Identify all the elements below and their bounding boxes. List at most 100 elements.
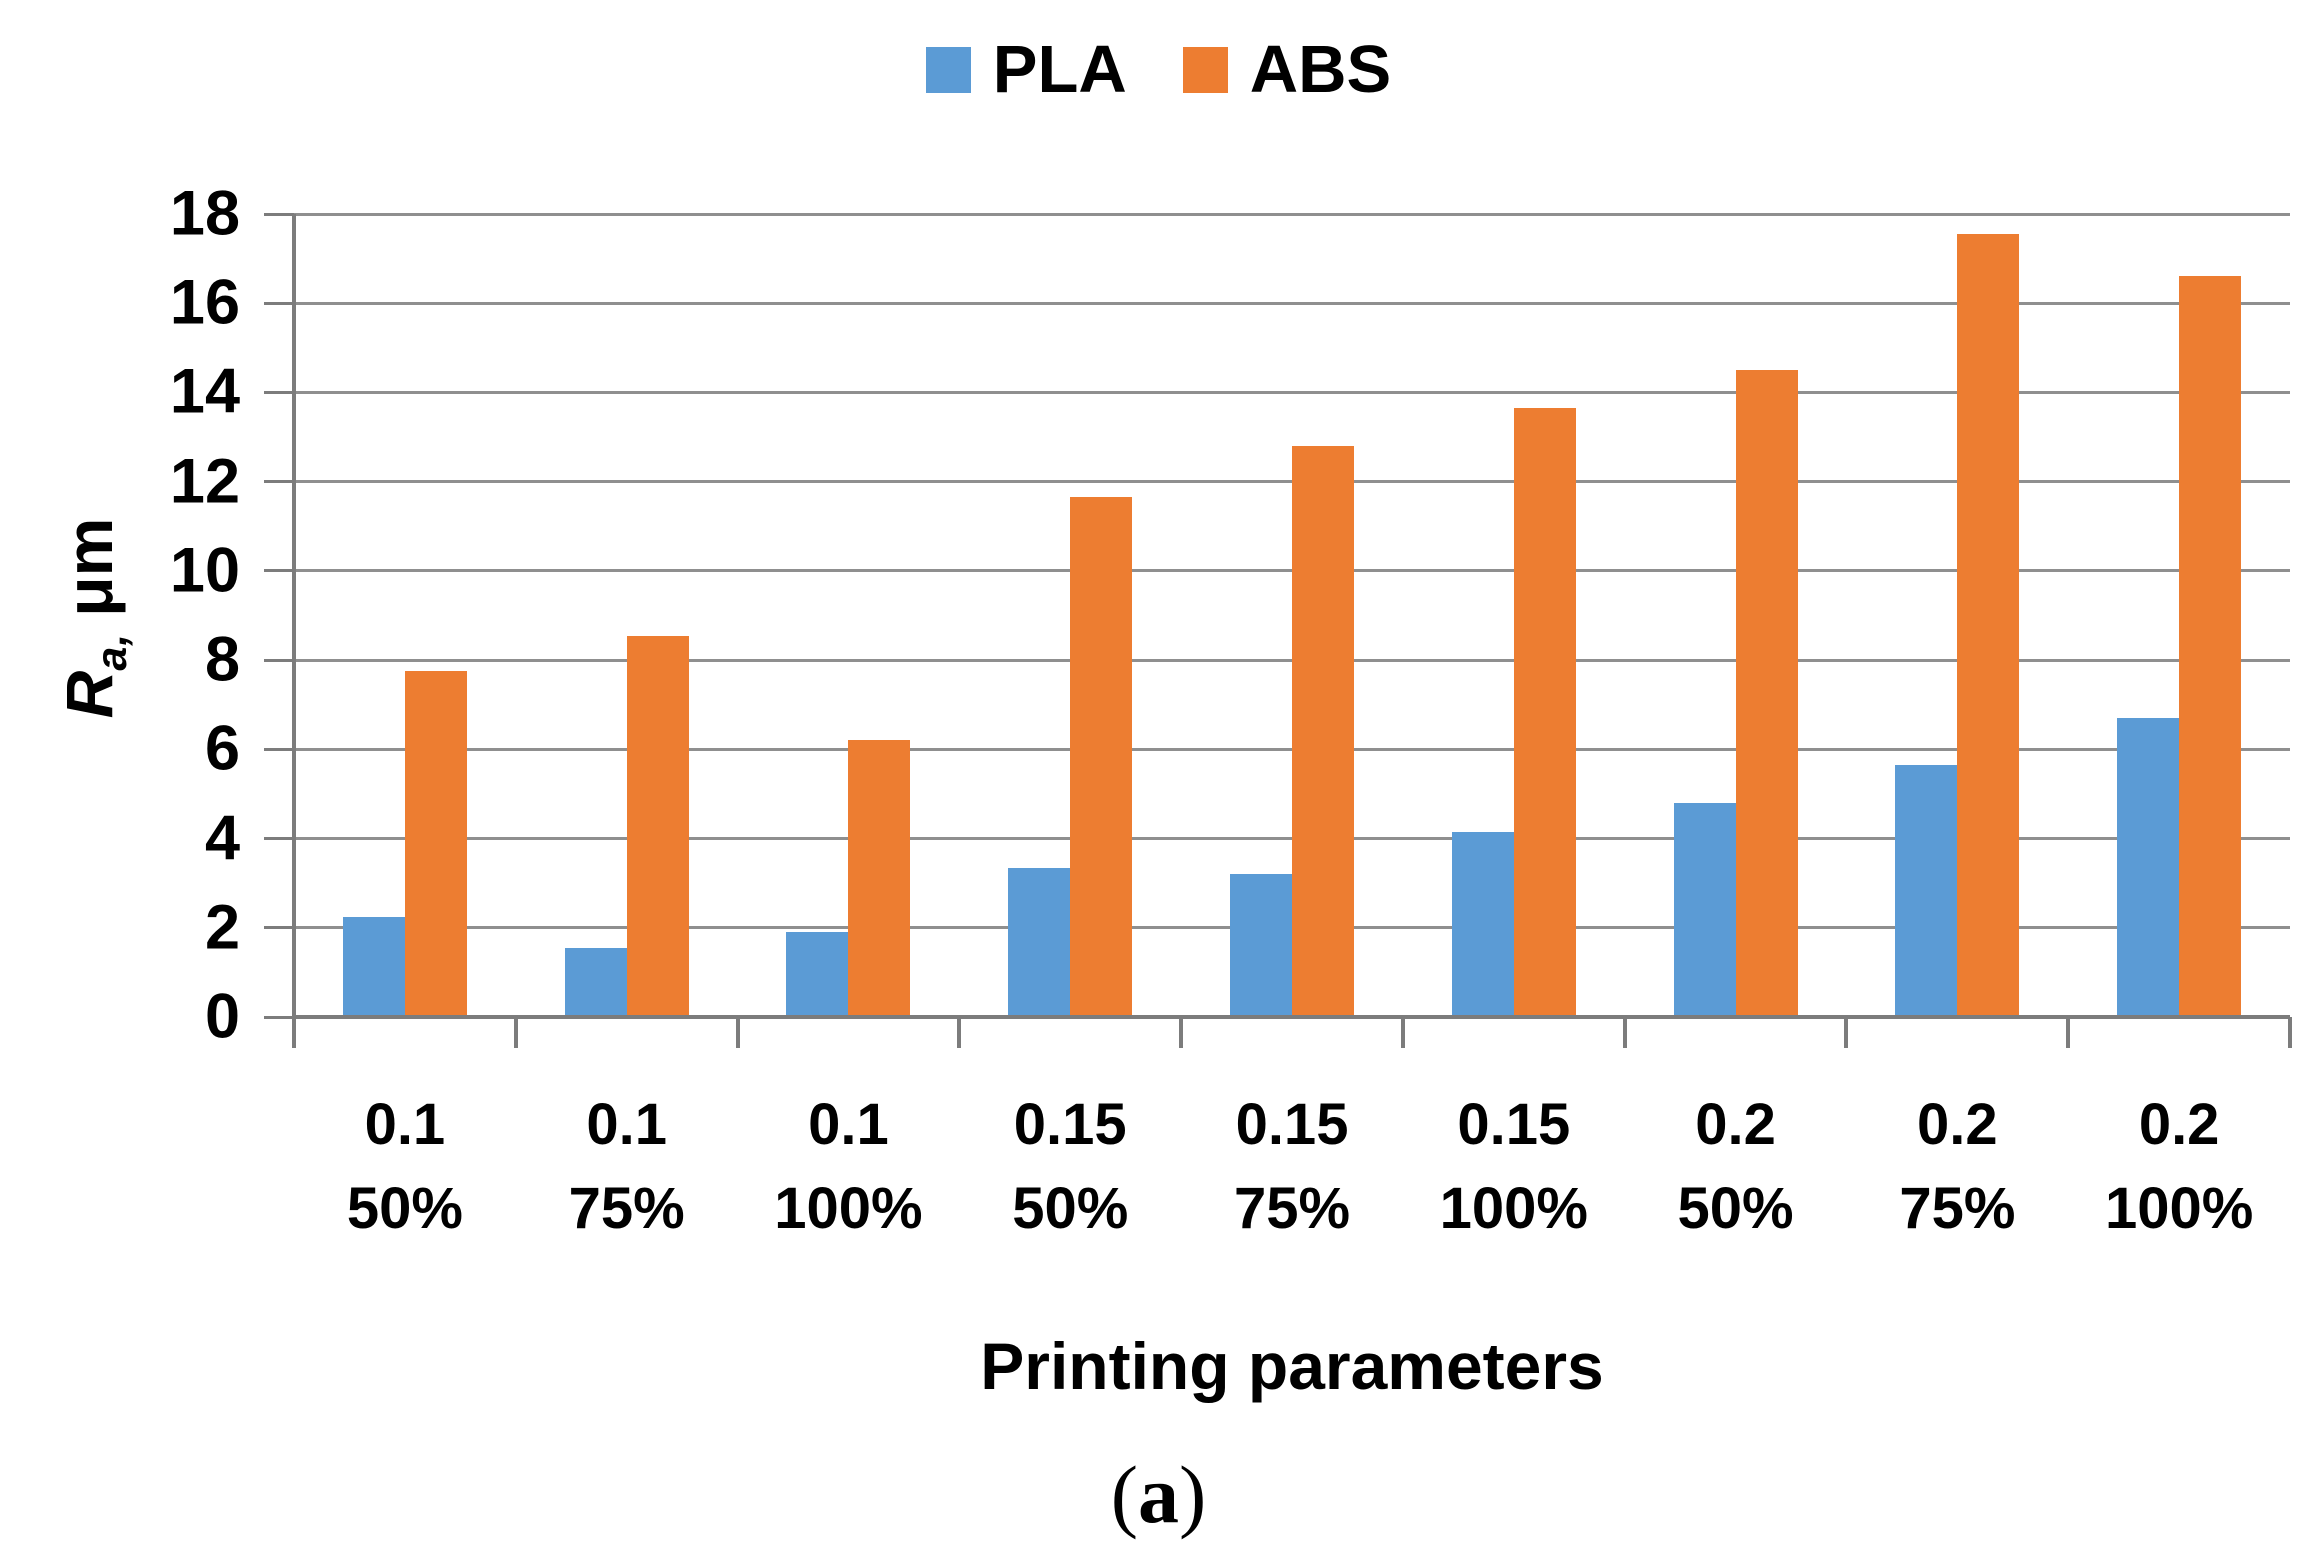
y-tick-label: 18 xyxy=(169,178,240,249)
bar-abs-3 xyxy=(848,740,911,1017)
layer-height-label: 0.1 xyxy=(808,1092,889,1157)
category-group-0.2-50% xyxy=(1625,214,1847,1017)
layer-height-label: 0.15 xyxy=(1457,1092,1571,1157)
y-tick-label: 14 xyxy=(169,356,240,427)
category-group-0.15-50% xyxy=(959,214,1181,1017)
bar-abs-9 xyxy=(2179,276,2242,1017)
bar-abs-6 xyxy=(1513,408,1576,1017)
y-tick-mark xyxy=(264,301,294,305)
x-axis-line xyxy=(294,1015,2290,1019)
y-tick-label: 0 xyxy=(204,981,240,1052)
legend-label: ABS xyxy=(1249,32,1392,107)
category-group-0.15-100% xyxy=(1403,214,1625,1017)
x-tick-mark xyxy=(1622,1017,1627,1048)
x-tick-mark xyxy=(2066,1017,2071,1048)
y-tick-label: 2 xyxy=(204,892,240,963)
legend-item-abs: ABS xyxy=(1182,32,1392,107)
category-group-0.1-50% xyxy=(294,214,516,1017)
layer-height-label: 0.1 xyxy=(586,1092,667,1157)
gridline-y-8 xyxy=(294,658,2290,662)
x-category-label: 0.15 75% xyxy=(1181,1083,1403,1251)
infill-label: 75% xyxy=(568,1176,685,1241)
y-tick-label: 16 xyxy=(169,267,240,338)
layer-height-label: 0.15 xyxy=(1235,1092,1349,1157)
gridline-y-10 xyxy=(294,569,2290,573)
x-tick-mark xyxy=(735,1017,740,1048)
abs-swatch-icon xyxy=(1182,46,1228,93)
caption-paren-open: ( xyxy=(1110,1449,1138,1540)
bar-abs-2 xyxy=(626,635,689,1017)
gridline-y-4 xyxy=(294,837,2290,841)
infill-label: 100% xyxy=(774,1176,923,1241)
x-category-label: 0.15 100% xyxy=(1403,1083,1625,1251)
bars-region xyxy=(294,214,2290,1017)
x-tick-mark xyxy=(1179,1017,1184,1048)
y-tick-label: 12 xyxy=(169,446,240,517)
infill-label: 75% xyxy=(1233,1176,1351,1241)
y-tick-label: 4 xyxy=(204,803,240,874)
layer-height-label: 0.2 xyxy=(1695,1092,1776,1157)
bar-abs-4 xyxy=(1070,497,1133,1017)
x-category-label: 0.1 75% xyxy=(516,1083,738,1251)
pla-swatch-icon xyxy=(925,46,971,93)
bar-pla-8 xyxy=(1895,764,1958,1017)
category-group-0.15-75% xyxy=(1181,214,1403,1017)
infill-label: 100% xyxy=(2104,1176,2254,1241)
y-tick-mark xyxy=(264,212,294,216)
infill-label: 50% xyxy=(1012,1176,1129,1241)
category-group-0.2-100% xyxy=(2068,214,2290,1017)
legend-label: PLA xyxy=(992,32,1127,107)
legend: PLA ABS xyxy=(0,36,2317,103)
bar-pla-3 xyxy=(786,932,849,1017)
y-tick-mark xyxy=(264,1015,294,1019)
y-tick-mark xyxy=(264,747,294,751)
bar-pla-7 xyxy=(1673,802,1736,1017)
x-axis-tick-labels: 0.1 50% 0.1 75% 0.1 100% 0.15 50% 0.15 75% 0.15 100… xyxy=(294,1083,2290,1251)
y-tick-label: 8 xyxy=(204,624,240,695)
x-tick-mark xyxy=(513,1017,518,1048)
caption-letter: a xyxy=(1138,1449,1179,1540)
figure-caption: (a) xyxy=(0,1448,2317,1542)
x-category-label: 0.1 50% xyxy=(294,1083,516,1251)
plot-area xyxy=(264,212,2292,1048)
infill-label: 100% xyxy=(1439,1176,1588,1241)
bar-pla-1 xyxy=(342,916,405,1017)
category-group-0.2-75% xyxy=(1846,214,2068,1017)
x-tick-mark xyxy=(957,1017,962,1048)
bar-abs-8 xyxy=(1957,234,2020,1017)
bar-abs-7 xyxy=(1735,370,1798,1017)
y-tick-label: 10 xyxy=(169,535,240,606)
infill-label: 50% xyxy=(346,1176,463,1241)
y-tick-mark xyxy=(264,569,294,573)
layer-height-label: 0.2 xyxy=(2138,1092,2220,1157)
y-tick-mark xyxy=(264,926,294,930)
y-tick-mark xyxy=(264,658,294,662)
layer-height-label: 0.2 xyxy=(1917,1092,1998,1157)
x-axis-title: Printing parameters xyxy=(980,1329,1604,1403)
x-tick-mark xyxy=(1844,1017,1849,1048)
bar-pla-6 xyxy=(1451,831,1514,1017)
category-group-0.1-75% xyxy=(516,214,738,1017)
x-category-label: 0.2 50% xyxy=(1625,1083,1847,1251)
x-category-label: 0.2 100% xyxy=(2068,1083,2290,1251)
y-tick-mark xyxy=(264,390,294,394)
x-tick-mark xyxy=(1400,1017,1405,1048)
y-tick-mark xyxy=(264,837,294,841)
category-group-0.1-100% xyxy=(738,214,960,1017)
bar-pla-4 xyxy=(1008,867,1071,1017)
gridline-y-14 xyxy=(294,390,2290,394)
layer-height-label: 0.1 xyxy=(364,1092,446,1157)
infill-label: 50% xyxy=(1677,1176,1794,1241)
y-axis-line xyxy=(292,214,296,1046)
gridline-y-12 xyxy=(294,480,2290,484)
gridline-y-16 xyxy=(294,301,2290,305)
bar-abs-5 xyxy=(1292,445,1355,1017)
layer-height-label: 0.15 xyxy=(1013,1092,1127,1157)
bar-pla-5 xyxy=(1230,874,1293,1017)
x-category-label: 0.2 75% xyxy=(1846,1083,2068,1251)
legend-item-pla: PLA xyxy=(925,32,1127,107)
bar-pla-9 xyxy=(2117,718,2180,1017)
bar-abs-1 xyxy=(404,671,467,1017)
y-tick-mark xyxy=(264,480,294,484)
